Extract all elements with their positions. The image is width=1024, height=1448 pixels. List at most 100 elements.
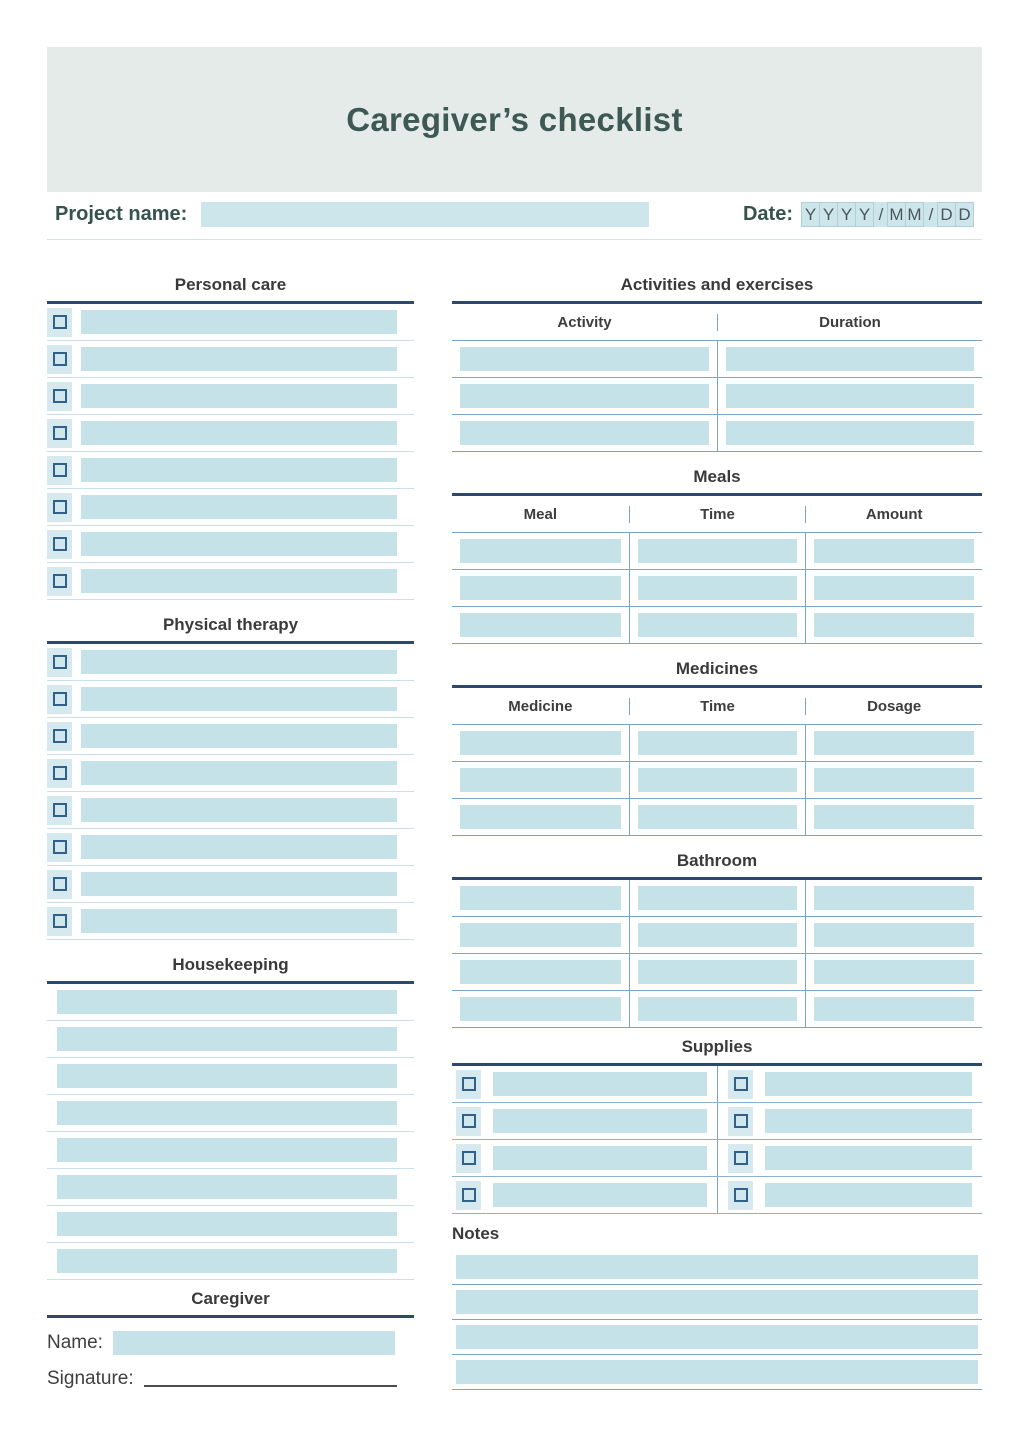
checkbox[interactable] xyxy=(456,1106,481,1136)
caregiver-name-input[interactable] xyxy=(112,1331,395,1355)
task-field[interactable] xyxy=(81,569,397,593)
checkbox[interactable] xyxy=(47,529,72,559)
date-box[interactable]: M xyxy=(887,202,906,227)
task-field[interactable] xyxy=(81,761,397,785)
task-field[interactable] xyxy=(81,532,397,556)
checkbox[interactable] xyxy=(47,344,72,374)
bathroom-field[interactable] xyxy=(814,960,974,984)
checkbox[interactable] xyxy=(456,1143,481,1173)
activity-field[interactable] xyxy=(460,347,709,371)
checkbox[interactable] xyxy=(47,647,72,677)
time-field[interactable] xyxy=(637,731,798,755)
task-field[interactable] xyxy=(57,1212,397,1236)
task-field[interactable] xyxy=(81,421,397,445)
checkbox[interactable] xyxy=(728,1106,753,1136)
task-field[interactable] xyxy=(57,1249,397,1273)
note-field[interactable] xyxy=(456,1290,978,1314)
supply-field[interactable] xyxy=(493,1072,707,1096)
activity-field[interactable] xyxy=(460,421,709,445)
checkbox[interactable] xyxy=(47,307,72,337)
date-box[interactable]: D xyxy=(955,202,974,227)
checkbox[interactable] xyxy=(47,906,72,936)
task-field[interactable] xyxy=(81,798,397,822)
date-box[interactable]: Y xyxy=(801,202,820,227)
bathroom-field[interactable] xyxy=(460,886,621,910)
supply-field[interactable] xyxy=(765,1109,972,1133)
bathroom-field[interactable] xyxy=(814,923,974,947)
checkbox[interactable] xyxy=(728,1143,753,1173)
time-field[interactable] xyxy=(637,768,798,792)
task-field[interactable] xyxy=(81,310,397,334)
supply-field[interactable] xyxy=(765,1183,972,1207)
checkbox[interactable] xyxy=(728,1180,753,1210)
checkbox[interactable] xyxy=(47,418,72,448)
checkbox[interactable] xyxy=(47,684,72,714)
task-field[interactable] xyxy=(81,495,397,519)
supply-field[interactable] xyxy=(765,1146,972,1170)
date-input[interactable]: Y Y Y Y / M M / D D xyxy=(801,202,974,227)
task-field[interactable] xyxy=(81,650,397,674)
dosage-field[interactable] xyxy=(814,731,974,755)
date-box[interactable]: M xyxy=(905,202,924,227)
dosage-field[interactable] xyxy=(814,768,974,792)
time-field[interactable] xyxy=(637,576,798,600)
duration-field[interactable] xyxy=(726,384,974,408)
bathroom-field[interactable] xyxy=(637,960,798,984)
checkbox[interactable] xyxy=(47,492,72,522)
date-box[interactable]: Y xyxy=(855,202,874,227)
task-field[interactable] xyxy=(81,458,397,482)
checkbox[interactable] xyxy=(47,795,72,825)
task-field[interactable] xyxy=(57,990,397,1014)
task-field[interactable] xyxy=(81,909,397,933)
amount-field[interactable] xyxy=(814,539,974,563)
bathroom-field[interactable] xyxy=(460,960,621,984)
task-field[interactable] xyxy=(57,1138,397,1162)
medicine-field[interactable] xyxy=(460,731,621,755)
checkbox[interactable] xyxy=(47,455,72,485)
note-field[interactable] xyxy=(456,1360,978,1384)
task-field[interactable] xyxy=(81,872,397,896)
checkbox[interactable] xyxy=(47,721,72,751)
amount-field[interactable] xyxy=(814,576,974,600)
supply-field[interactable] xyxy=(493,1109,707,1133)
time-field[interactable] xyxy=(637,613,798,637)
task-field[interactable] xyxy=(57,1064,397,1088)
time-field[interactable] xyxy=(637,805,798,829)
supply-field[interactable] xyxy=(765,1072,972,1096)
task-field[interactable] xyxy=(57,1175,397,1199)
medicine-field[interactable] xyxy=(460,805,621,829)
bathroom-field[interactable] xyxy=(637,997,798,1021)
checkbox[interactable] xyxy=(456,1069,481,1099)
checkbox[interactable] xyxy=(47,381,72,411)
note-field[interactable] xyxy=(456,1325,978,1349)
duration-field[interactable] xyxy=(726,421,974,445)
dosage-field[interactable] xyxy=(814,805,974,829)
meal-field[interactable] xyxy=(460,613,621,637)
task-field[interactable] xyxy=(81,347,397,371)
bathroom-field[interactable] xyxy=(637,886,798,910)
task-field[interactable] xyxy=(57,1101,397,1125)
duration-field[interactable] xyxy=(726,347,974,371)
checkbox[interactable] xyxy=(47,758,72,788)
amount-field[interactable] xyxy=(814,613,974,637)
task-field[interactable] xyxy=(81,724,397,748)
date-box[interactable]: D xyxy=(937,202,956,227)
bathroom-field[interactable] xyxy=(814,886,974,910)
project-name-input[interactable] xyxy=(201,202,650,227)
time-field[interactable] xyxy=(637,539,798,563)
medicine-field[interactable] xyxy=(460,768,621,792)
task-field[interactable] xyxy=(81,687,397,711)
signature-line[interactable] xyxy=(143,1372,397,1387)
date-box[interactable]: Y xyxy=(819,202,838,227)
bathroom-field[interactable] xyxy=(460,997,621,1021)
meal-field[interactable] xyxy=(460,539,621,563)
task-field[interactable] xyxy=(81,835,397,859)
date-box[interactable]: Y xyxy=(837,202,856,227)
checkbox[interactable] xyxy=(47,566,72,596)
bathroom-field[interactable] xyxy=(814,997,974,1021)
supply-field[interactable] xyxy=(493,1183,707,1207)
checkbox[interactable] xyxy=(456,1180,481,1210)
checkbox[interactable] xyxy=(728,1069,753,1099)
bathroom-field[interactable] xyxy=(637,923,798,947)
checkbox[interactable] xyxy=(47,869,72,899)
